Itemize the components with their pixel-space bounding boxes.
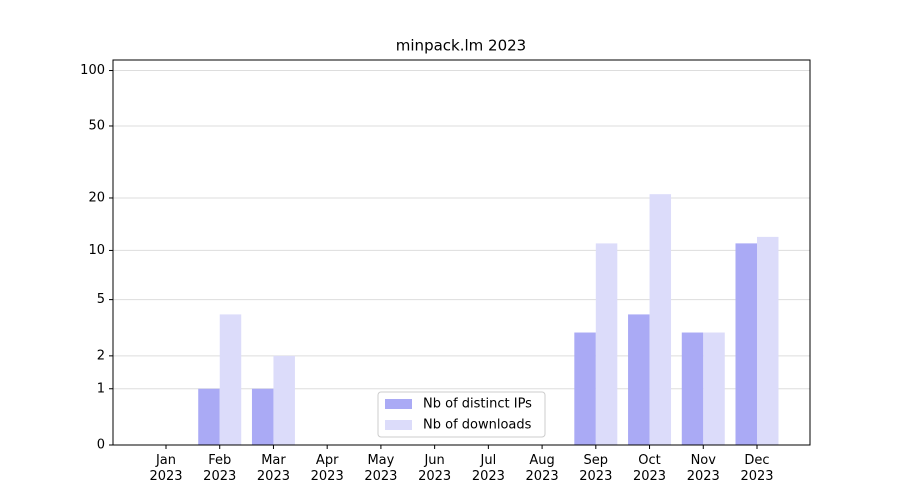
bar (649, 194, 672, 445)
legend-label: Nb of downloads (423, 418, 532, 433)
bar (703, 332, 725, 445)
x-tick-label: Dec 2023 (740, 453, 774, 484)
y-tick-label: 50 (88, 118, 105, 133)
bar (735, 243, 757, 445)
y-tick-label: 100 (80, 63, 105, 78)
x-tick-label: Jan 2023 (149, 453, 183, 484)
x-tick-label: Aug 2023 (525, 453, 559, 484)
x-tick-label: Jun 2023 (418, 453, 452, 484)
legend-box (377, 391, 546, 438)
y-tick-label: 2 (97, 348, 105, 363)
bar (595, 243, 618, 445)
legend-swatch (385, 399, 412, 409)
x-tick-label: Apr 2023 (310, 453, 344, 484)
x-tick-label: Nov 2023 (686, 453, 720, 484)
x-tick-label: Mar 2023 (256, 453, 290, 484)
y-tick-label: 5 (97, 292, 105, 307)
y-tick-label: 20 (88, 190, 105, 205)
x-tick-label: May 2023 (364, 453, 398, 484)
y-tick-label: 10 (88, 243, 105, 258)
x-tick-label: Sep 2023 (579, 453, 613, 484)
bar (757, 236, 779, 445)
y-tick-label: 1 (97, 381, 105, 396)
bar (628, 314, 650, 445)
chart-title: minpack.lm 2023 (396, 37, 526, 55)
bar (251, 388, 274, 445)
legend-swatch (385, 420, 412, 430)
x-tick-label: Oct 2023 (632, 453, 667, 484)
plot-frame (112, 59, 811, 446)
y-tick-label: 0 (97, 438, 105, 453)
x-tick-label: Feb 2023 (203, 453, 237, 484)
bar (198, 388, 220, 445)
bar (219, 314, 242, 445)
bar (273, 355, 295, 445)
bar (681, 332, 704, 445)
x-tick-label: Jul 2023 (471, 453, 505, 484)
bar (574, 332, 596, 445)
legend-label: Nb of distinct IPs (423, 397, 532, 412)
